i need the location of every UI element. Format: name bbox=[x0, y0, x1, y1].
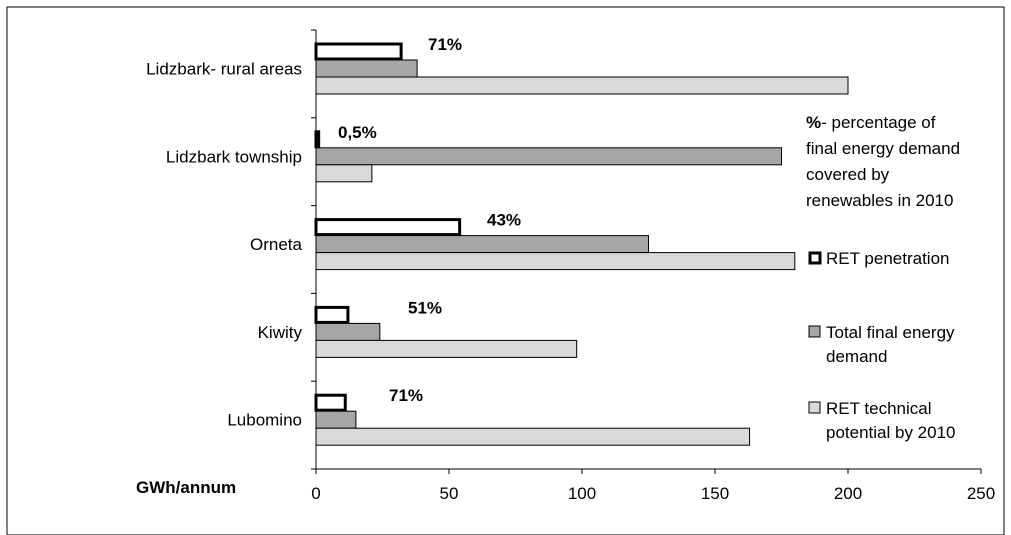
bar-total-final-energy-demand bbox=[315, 59, 418, 78]
legend-swatch-ret-penetration bbox=[808, 251, 822, 265]
bar-ret-penetration bbox=[314, 42, 403, 61]
bar-ret-penetration bbox=[314, 218, 462, 237]
percent-label: 43% bbox=[487, 211, 521, 230]
chart-frame bbox=[6, 6, 1005, 535]
percent-label: 71% bbox=[389, 386, 423, 405]
category-label: Lubomino bbox=[227, 411, 302, 430]
note-line: covered by bbox=[806, 165, 890, 184]
bar-total-final-energy-demand bbox=[315, 322, 381, 341]
bars-layer bbox=[314, 42, 849, 446]
axis-layer: 0 50 100 150 200 250 bbox=[311, 29, 995, 503]
legend-label: RET technical bbox=[826, 399, 932, 418]
legend: RET penetration Total final energy demand R… bbox=[808, 249, 956, 442]
x-tick-label: 200 bbox=[834, 484, 862, 503]
bar-ret-technical-potential bbox=[315, 252, 796, 271]
bar-ret-penetration bbox=[314, 305, 350, 324]
note-line: renewables in 2010 bbox=[806, 191, 953, 210]
bar-total-final-energy-demand bbox=[315, 410, 357, 429]
x-tick-label: 100 bbox=[568, 484, 596, 503]
legend-label: potential by 2010 bbox=[826, 423, 956, 442]
percent-label: 71% bbox=[428, 35, 462, 54]
percent-label: 51% bbox=[408, 298, 442, 317]
bar-ret-technical-potential bbox=[315, 427, 751, 446]
legend-label: Total final energy bbox=[826, 323, 955, 342]
note-line: %- percentage of bbox=[806, 113, 936, 132]
x-tick-label: 0 bbox=[311, 484, 320, 503]
bar-total-final-energy-demand bbox=[315, 147, 782, 166]
category-label: Kiwity bbox=[258, 323, 303, 342]
legend-label: RET penetration bbox=[826, 249, 949, 268]
legend-swatch-ret-technical-potential bbox=[808, 401, 821, 414]
percentage-note: %- percentage of final energy demand cover… bbox=[806, 113, 960, 210]
category-label: Lidzbark township bbox=[166, 147, 302, 166]
bar-total-final-energy-demand bbox=[315, 235, 649, 254]
bar-ret-penetration bbox=[314, 393, 347, 412]
legend-swatch-total-final-energy-demand bbox=[808, 325, 821, 338]
legend-label: demand bbox=[826, 347, 887, 366]
x-axis-title: GWh/annum bbox=[136, 478, 236, 497]
note-line: final energy demand bbox=[806, 139, 960, 158]
bar-ret-technical-potential bbox=[315, 164, 373, 183]
x-tick-label: 250 bbox=[967, 484, 995, 503]
category-label: Orneta bbox=[250, 235, 303, 254]
x-tick-label: 150 bbox=[701, 484, 729, 503]
category-label: Lidzbark- rural areas bbox=[146, 60, 302, 79]
labels-layer: Lidzbark- rural areas 71% Lidzbark townshi… bbox=[146, 35, 521, 430]
x-tick-label: 50 bbox=[440, 484, 459, 503]
bar-ret-technical-potential bbox=[315, 76, 849, 95]
bar-ret-technical-potential bbox=[315, 339, 578, 358]
percent-label: 0,5% bbox=[338, 123, 377, 142]
